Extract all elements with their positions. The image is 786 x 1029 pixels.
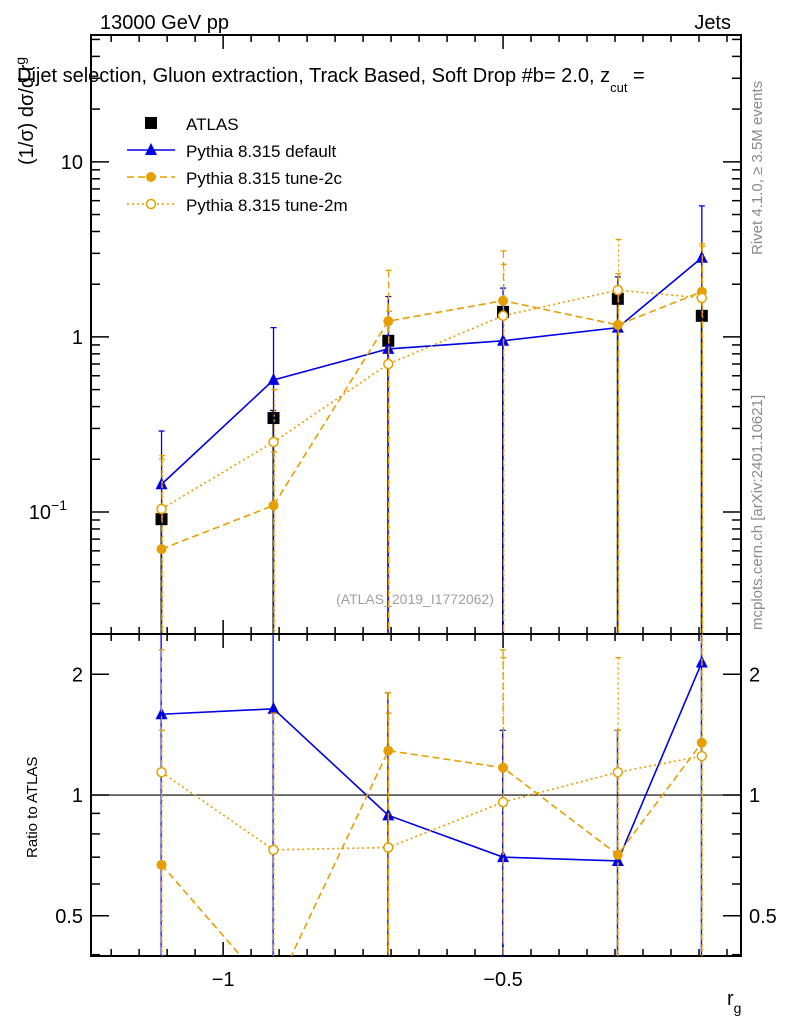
legend-item: Pythia 8.315 default — [127, 142, 337, 161]
data-point — [267, 372, 280, 385]
data-point — [268, 844, 279, 856]
series-line — [160, 257, 703, 485]
series-pythia-8-315-tune-2c — [156, 634, 707, 999]
data-point — [156, 544, 167, 555]
data-point — [268, 436, 279, 448]
ratio-panel: 0.5 0.5 1 1 2 2 −1 −0.5 — [55, 633, 777, 999]
legend-item: ATLAS — [145, 115, 239, 134]
data-point — [267, 701, 280, 714]
x-axis-label: rg — [727, 988, 741, 1016]
x-tick-label: −0.5 — [483, 969, 522, 991]
data-point — [497, 850, 510, 863]
header-right: Jets — [694, 12, 731, 34]
legend-label: Pythia 8.315 tune-2c — [186, 169, 342, 188]
watermark: (ATLAS_2019_I1772062) — [336, 591, 494, 607]
data-point — [383, 358, 394, 370]
plot-title-tail: = 2.0, z — [544, 65, 610, 87]
series-pythia-8-315-tune-2c — [156, 243, 707, 634]
y-axis-label: (1/σ) dσ/d rg — [12, 57, 38, 165]
data-point — [696, 737, 707, 748]
series-group — [155, 205, 708, 634]
data-point — [146, 172, 156, 182]
data-point — [145, 198, 157, 210]
data-point — [612, 849, 623, 860]
legend-label: Pythia 8.315 tune-2m — [186, 196, 348, 215]
series-pythia-8-315-tune-2m — [156, 634, 708, 956]
data-point — [383, 842, 394, 853]
data-point — [612, 284, 624, 296]
legend-label: ATLAS — [186, 115, 239, 134]
series-atlas — [155, 292, 708, 634]
series-line — [160, 742, 703, 956]
legend: ATLAS Pythia 8.315 default Pythia 8.315 tu… — [127, 115, 348, 215]
data-point — [612, 766, 624, 778]
series-line — [161, 291, 703, 550]
y-tick-label: 10 — [61, 152, 83, 174]
main-panel: 10−1 1 10 — [29, 34, 742, 635]
data-point — [268, 500, 279, 511]
series-pythia-8-315-default — [155, 205, 708, 634]
data-point — [156, 766, 167, 778]
data-point — [269, 989, 279, 999]
data-point — [611, 853, 624, 866]
series-group — [155, 634, 708, 999]
mcplots-label: mcplots.cern.ch [arXiv:2401.10621] — [749, 395, 766, 630]
data-point — [612, 319, 623, 330]
header-left: 13000 GeV pp — [100, 12, 229, 34]
y-tick-label: 2 — [72, 664, 83, 686]
legend-label: Pythia 8.315 default — [186, 142, 337, 161]
y-tick-label: 1 — [72, 785, 83, 807]
data-point — [383, 316, 394, 327]
data-point — [145, 143, 157, 155]
data-point — [497, 310, 509, 322]
data-point — [498, 295, 509, 306]
y-tick-label-right: 1 — [749, 785, 760, 807]
y-tick-label-exponent: −1 — [51, 497, 67, 513]
y-tick-label-right: 2 — [749, 664, 760, 686]
legend-item: Pythia 8.315 tune-2c — [127, 169, 342, 188]
x-tick-label: −1 — [212, 969, 235, 991]
plot-title: Dijet selection, Gluon extraction, Track… — [17, 65, 645, 95]
plot-title-sub: cut — [610, 80, 628, 95]
series-line — [161, 662, 703, 862]
plot-title-main: Dijet selection, Gluon extraction, Track… — [17, 65, 544, 87]
data-point — [497, 796, 509, 808]
legend-item: Pythia 8.315 tune-2m — [127, 196, 348, 215]
data-point — [696, 292, 708, 304]
series-pythia-8-315-tune-2m — [156, 238, 708, 634]
y-tick-label: 1 — [72, 327, 83, 349]
data-point — [383, 745, 394, 756]
data-point — [156, 503, 167, 515]
rivet-label: Rivet 4.1.0, ≥ 3.5M events — [749, 81, 766, 255]
series-pythia-8-315-default — [155, 634, 708, 956]
data-point — [696, 750, 708, 762]
y-tick-label: 10−1 — [29, 497, 67, 524]
data-point — [156, 859, 167, 870]
y-tick-label: 0.5 — [55, 906, 83, 928]
ratio-y-axis-label: Ratio to ATLAS — [24, 757, 41, 858]
plot-title-end: = — [627, 65, 644, 87]
y-tick-label-right: 0.5 — [749, 906, 777, 928]
data-point — [155, 707, 168, 720]
data-point — [145, 117, 157, 129]
series-line — [161, 289, 702, 510]
